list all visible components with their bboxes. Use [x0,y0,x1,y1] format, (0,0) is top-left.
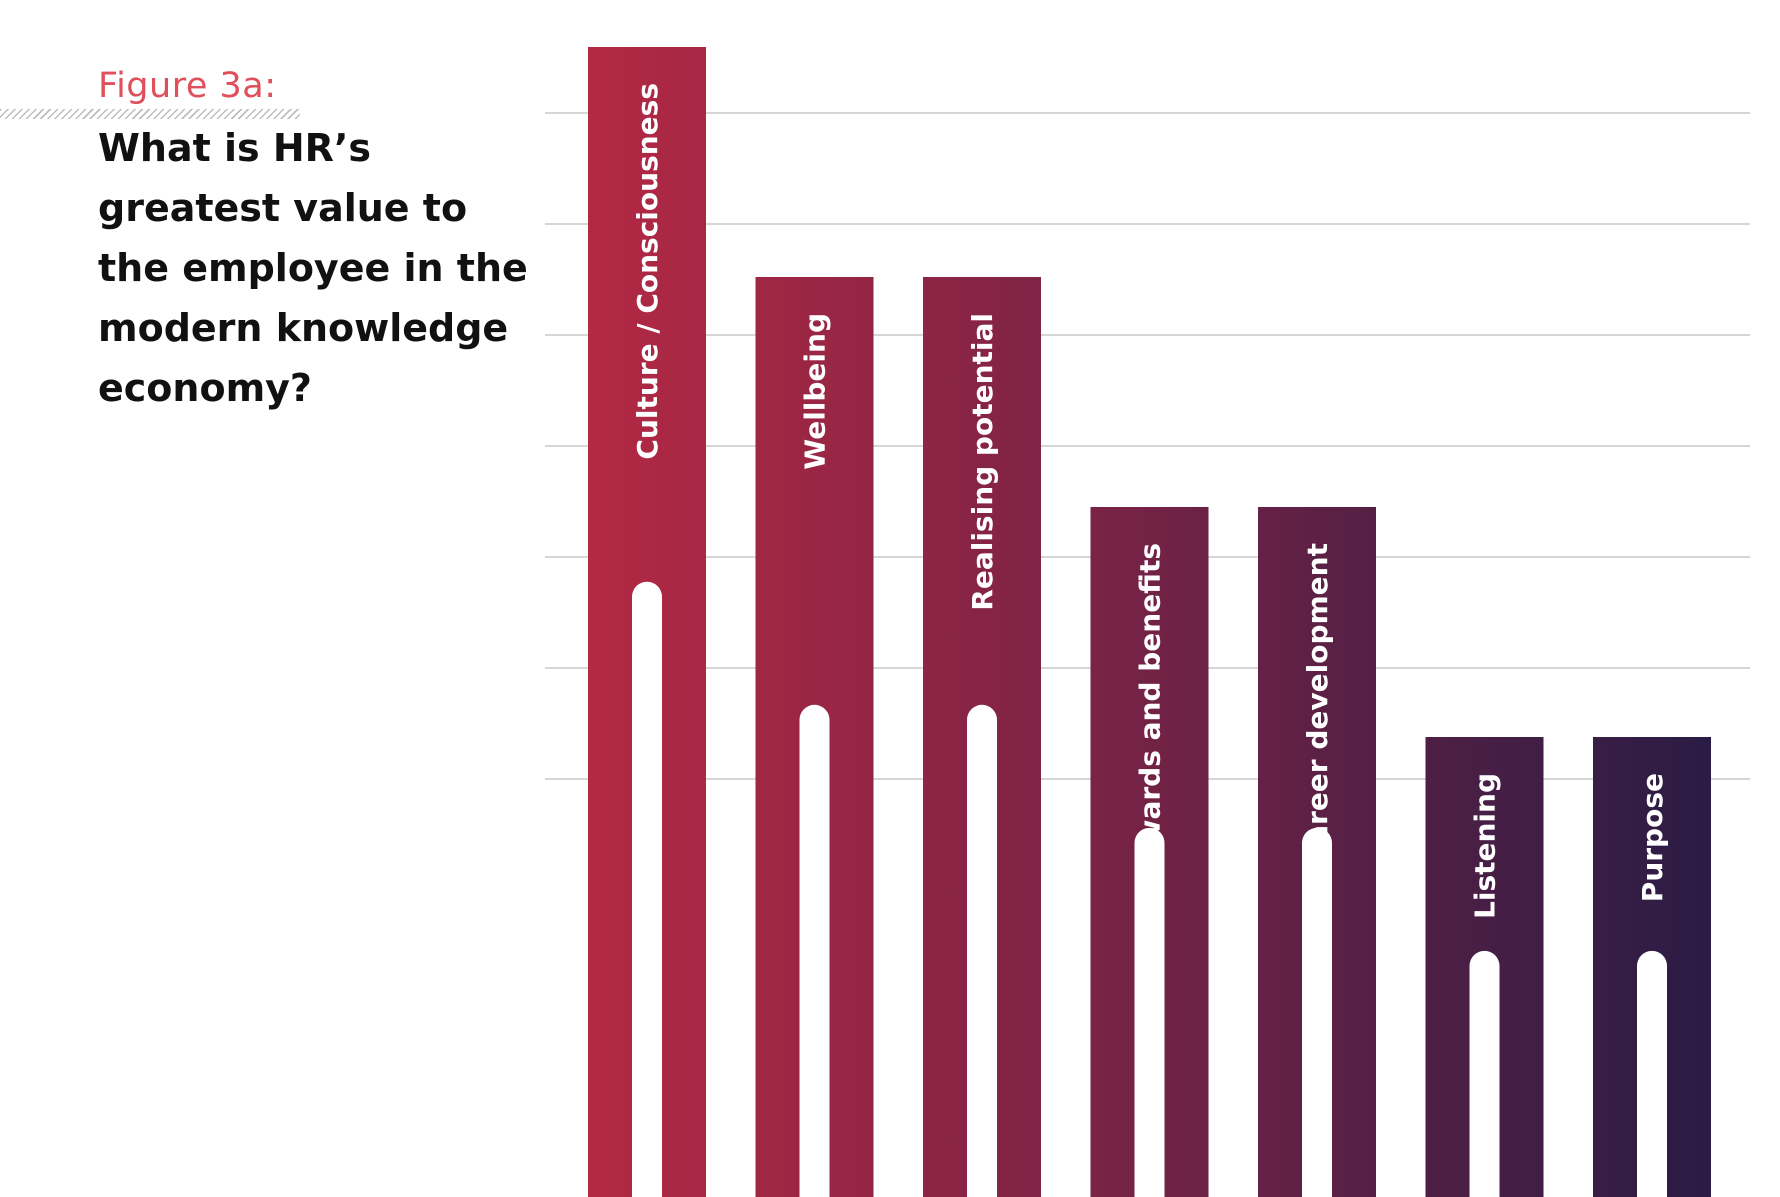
bar-group: Career development [1258,507,1376,1197]
category-label: Purpose [1636,773,1669,902]
bar-group: Listening [1425,737,1544,1197]
bar-slot [967,704,997,1197]
category-label: Career development [1301,543,1334,864]
bar-group: Rewards and benefits [1090,507,1209,1197]
figure-label: Figure 3a: [98,66,277,106]
bar-group: Realising potential [923,277,1041,1197]
bar-group: Purpose [1593,737,1711,1197]
category-label: Listening [1469,773,1502,919]
bar-slot [632,581,662,1197]
chart-title: What is HR’s greatest value to the emplo… [98,126,528,410]
category-label: Realising potential [966,313,999,611]
bar-slot [1469,950,1500,1197]
decorative-hatch [0,109,300,119]
bar-group: Wellbeing [755,277,874,1197]
category-label: Wellbeing [799,313,832,470]
bar-group: Culture / Consciousness [588,47,706,1197]
bar-slot [1302,827,1332,1197]
bar-slot [1134,827,1165,1197]
bar-slot [799,704,830,1197]
category-label: Culture / Consciousness [631,83,664,460]
bars: Culture / Consciousness Wellbeing Realisin… [588,47,1711,1197]
category-label: Rewards and benefits [1134,543,1167,886]
bar-slot [1637,950,1667,1197]
